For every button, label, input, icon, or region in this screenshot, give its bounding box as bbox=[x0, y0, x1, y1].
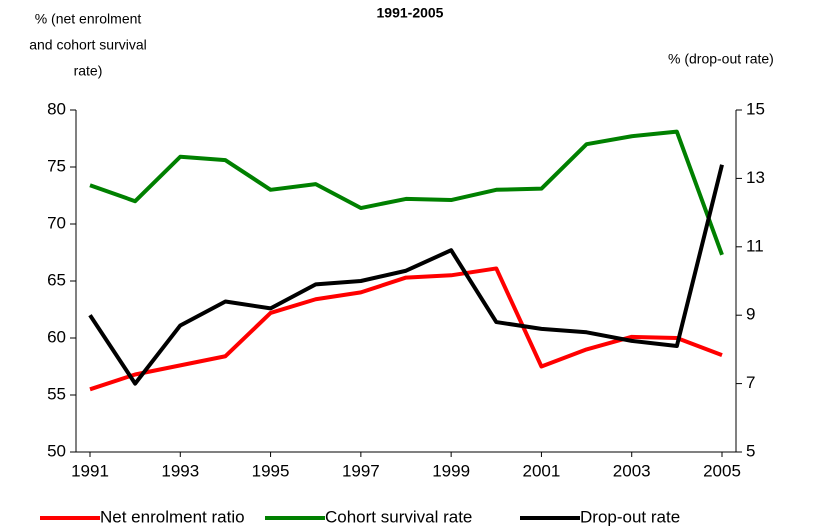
y-tick-label: 80 bbox=[47, 99, 66, 118]
legend-label: Net enrolment ratio bbox=[100, 507, 245, 526]
y-tick-label: 70 bbox=[47, 213, 66, 232]
y-axis-label: rate) bbox=[74, 63, 103, 79]
x-tick-label: 1999 bbox=[432, 461, 470, 480]
x-tick-label: 2001 bbox=[523, 461, 561, 480]
y-axis-label: and cohort survival bbox=[29, 37, 147, 53]
x-tick-label: 2003 bbox=[613, 461, 651, 480]
y-tick-label: 55 bbox=[47, 384, 66, 403]
x-tick-label: 1995 bbox=[252, 461, 290, 480]
y-tick-label: 75 bbox=[47, 156, 66, 175]
x-tick-label: 1997 bbox=[342, 461, 380, 480]
y2-tick-label: 15 bbox=[746, 99, 765, 118]
legend-label: Drop-out rate bbox=[580, 507, 680, 526]
x-tick-label: 1991 bbox=[71, 461, 109, 480]
x-tick-label: 2005 bbox=[703, 461, 741, 480]
y-tick-label: 60 bbox=[47, 327, 66, 346]
y2-tick-label: 7 bbox=[746, 373, 755, 392]
y2-tick-label: 13 bbox=[746, 168, 765, 187]
y2-tick-label: 11 bbox=[746, 236, 764, 255]
series-line bbox=[89, 266, 723, 392]
y-tick-label: 50 bbox=[47, 441, 66, 460]
legend-label: Cohort survival rate bbox=[325, 507, 472, 526]
series-line bbox=[88, 164, 724, 386]
series-line bbox=[89, 129, 724, 256]
y2-tick-label: 5 bbox=[746, 441, 755, 460]
y2-tick-label: 9 bbox=[746, 305, 755, 324]
chart-title: 1991-2005 bbox=[377, 5, 444, 21]
y2-axis-label: % (drop-out rate) bbox=[668, 51, 774, 67]
y-tick-label: 65 bbox=[47, 270, 66, 289]
y-axis-label: % (net enrolment bbox=[35, 11, 142, 27]
x-tick-label: 1993 bbox=[161, 461, 199, 480]
